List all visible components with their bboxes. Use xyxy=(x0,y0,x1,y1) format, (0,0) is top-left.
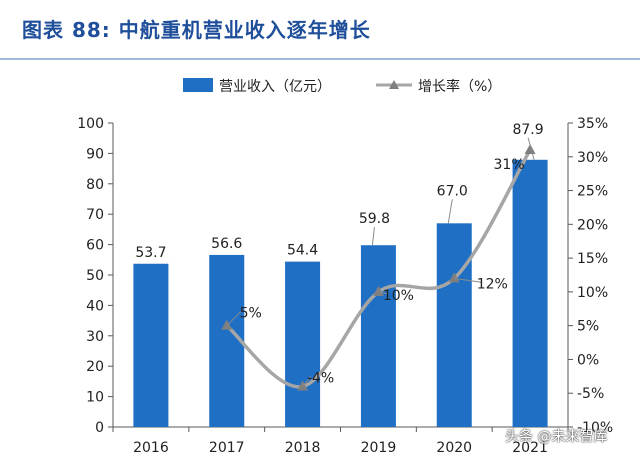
growth-label-leader xyxy=(226,311,242,327)
y-left-tick-label: 30 xyxy=(86,329,104,345)
revenue-data-label: 54.4 xyxy=(287,243,318,259)
growth-data-label: -4% xyxy=(307,370,334,386)
growth-data-label: 12% xyxy=(477,276,508,292)
figure-title: 图表 88: 中航重机营业收入逐年增长 xyxy=(22,18,371,42)
watermark: 头条 @未来智库 xyxy=(505,429,608,445)
revenue-bar xyxy=(209,254,245,427)
revenue-label-leader xyxy=(527,137,535,160)
y-right-tick-label: 25% xyxy=(577,184,608,200)
title-divider xyxy=(0,58,640,60)
growth-point-marker xyxy=(297,380,309,391)
growth-point-marker xyxy=(372,285,384,296)
growth-point-marker xyxy=(524,144,536,155)
y-right-tick-label: 15% xyxy=(577,251,608,267)
growth-label-leader xyxy=(378,291,389,295)
revenue-label-leader xyxy=(371,227,375,246)
x-tick-label: 2020 xyxy=(436,440,472,456)
revenue-bar xyxy=(360,245,396,427)
revenue-label-leader xyxy=(447,199,453,224)
y-right-tick-label: 35% xyxy=(577,116,608,132)
bars xyxy=(133,159,548,427)
y-left-tick-label: 50 xyxy=(86,268,104,284)
x-tick-label: 2021 xyxy=(512,440,548,456)
legend-label-growth: 增长率（%） xyxy=(418,78,501,95)
axes: 0 10 20 30 40 50 60 70 80 90 100 -10% -5% 0% 5% 10% 15% 2… xyxy=(77,116,613,456)
y-left-tick-label: 70 xyxy=(86,207,104,223)
x-tick-label: 2018 xyxy=(285,440,321,456)
revenue-bar xyxy=(512,159,548,427)
x-tick-label: 2019 xyxy=(361,440,397,456)
revenue-data-label: 53.7 xyxy=(135,245,166,261)
revenue-data-label: 67.0 xyxy=(437,183,468,199)
growth-data-label: 10% xyxy=(383,288,414,304)
revenue-data-label: 87.9 xyxy=(512,122,543,138)
growth-point-marker xyxy=(221,319,233,330)
y-left-tick-label: 80 xyxy=(86,177,104,193)
y-left-tick-label: 0 xyxy=(95,420,104,436)
y-right-tick-label: 0% xyxy=(577,352,599,368)
revenue-data-label: 59.8 xyxy=(359,211,390,227)
revenue-bar xyxy=(436,223,472,427)
y-left-tick-label: 60 xyxy=(86,238,104,254)
revenue-bar xyxy=(133,263,169,427)
growth-data-label: 31% xyxy=(494,157,525,173)
y-left-tick-label: 100 xyxy=(77,116,104,132)
revenue-data-label: 56.6 xyxy=(211,236,242,252)
y-right-tick-label: -5% xyxy=(577,386,604,402)
legend-label-revenue: 营业收入（亿元） xyxy=(219,79,331,95)
y-right-tick-label: 20% xyxy=(577,217,608,233)
growth-label-leader xyxy=(302,376,311,387)
legend: 营业收入（亿元） 增长率（%） xyxy=(183,78,501,95)
legend-marker-growth xyxy=(389,80,399,89)
growth-point-marker xyxy=(448,272,460,283)
y-right-tick-label: 10% xyxy=(577,285,608,301)
growth-label-leader xyxy=(454,277,483,283)
data-labels: 53.7 56.6 54.4 59.8 67.0 87.9 5% -4% 10% 12% 31% xyxy=(135,122,544,387)
legend-swatch-revenue xyxy=(183,78,213,92)
x-tick-label: 2017 xyxy=(209,440,245,456)
y-left-tick-label: 90 xyxy=(86,146,104,162)
revenue-bar xyxy=(285,261,321,427)
y-left-tick-label: 20 xyxy=(86,359,104,375)
y-left-tick-label: 40 xyxy=(86,298,104,314)
y-right-tick-label: 30% xyxy=(577,150,608,166)
y-right-tick-label: -10% xyxy=(577,420,613,436)
y-left-tick-label: 10 xyxy=(86,390,104,406)
x-tick-label: 2016 xyxy=(133,440,169,456)
growth-data-label: 5% xyxy=(240,306,262,322)
y-right-tick-label: 5% xyxy=(577,319,599,335)
